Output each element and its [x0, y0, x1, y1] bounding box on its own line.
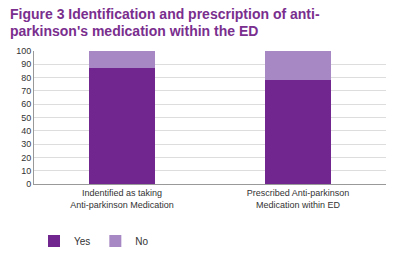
svg-text:40: 40 [21, 126, 31, 136]
svg-text:No: No [135, 236, 148, 247]
svg-text:70: 70 [21, 86, 31, 96]
svg-text:60: 60 [21, 99, 31, 109]
svg-text:Yes: Yes [74, 236, 90, 247]
svg-text:80: 80 [21, 73, 31, 83]
svg-text:10: 10 [21, 166, 31, 176]
html-text:Figure 3 Identification and pr: Figure 3 Identification and prescription… [10, 6, 320, 39]
svg-text:100: 100 [16, 46, 31, 56]
svg-text:90: 90 [21, 59, 31, 69]
svg-text:30: 30 [21, 139, 31, 149]
svg-text:0: 0 [26, 179, 31, 189]
svg-text:20: 20 [21, 153, 31, 163]
svg-text:Prescribed Anti-parkinsonMedic: Prescribed Anti-parkinsonMedication with… [247, 188, 350, 210]
svg-text:50: 50 [21, 113, 31, 123]
svg-text:Indentified as takingAnti-park: Indentified as takingAnti-parkinson Medi… [70, 188, 174, 210]
